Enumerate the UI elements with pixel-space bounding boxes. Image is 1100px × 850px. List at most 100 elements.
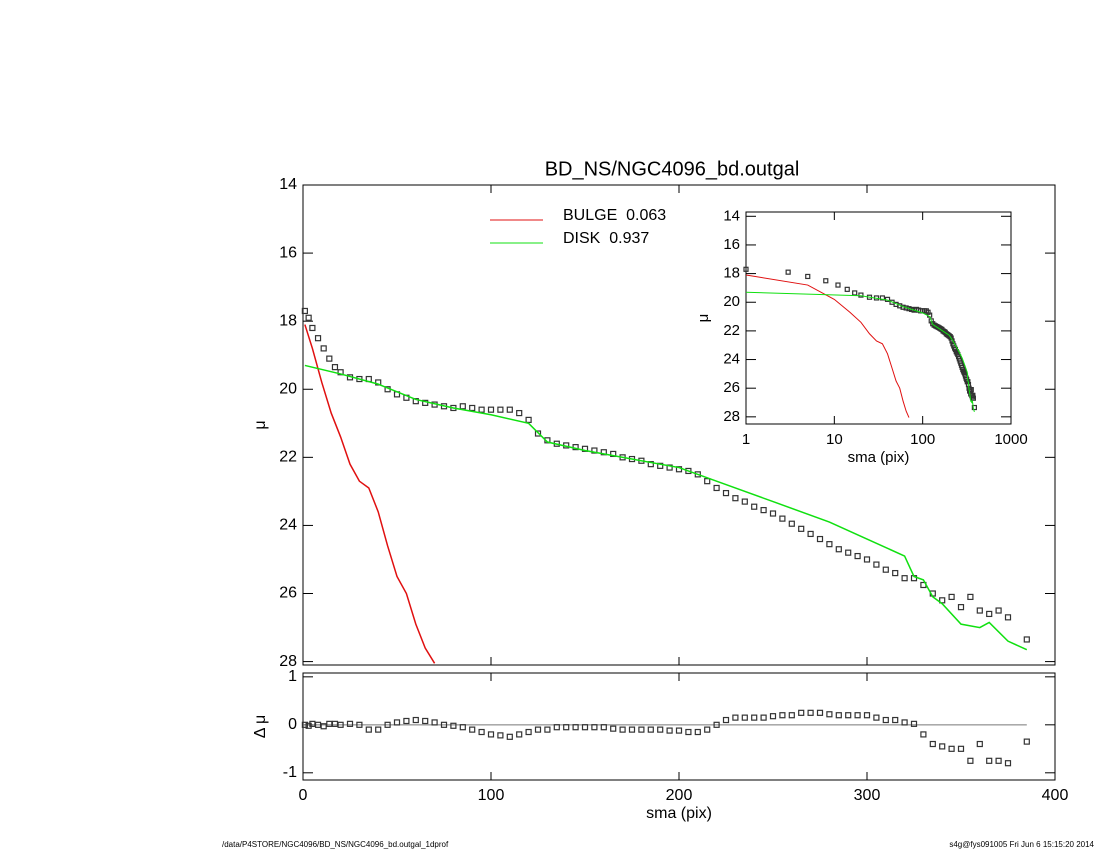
data-point — [901, 575, 908, 582]
data-point — [823, 278, 829, 284]
profile-line — [304, 324, 436, 664]
plot-frame — [745, 211, 1012, 425]
data-point — [666, 464, 673, 471]
x-tick-label: 100 — [478, 787, 505, 804]
data-point — [741, 498, 748, 505]
y-tick-label: 14 — [279, 176, 297, 193]
y-axis-label: Δ μ — [252, 715, 269, 738]
data-point — [516, 409, 523, 417]
y-tick-label: 28 — [279, 653, 297, 670]
data-point — [301, 721, 308, 728]
y-tick-label: 18 — [723, 265, 740, 282]
x-tick-label: 100 — [910, 431, 935, 448]
data-point — [320, 723, 327, 730]
data-point — [525, 728, 532, 736]
data-point — [805, 273, 811, 280]
data-point — [798, 709, 805, 716]
data-point — [948, 593, 955, 601]
data-point — [600, 449, 607, 456]
data-point — [591, 724, 598, 731]
data-point — [948, 745, 955, 752]
data-point — [732, 495, 739, 502]
data-point — [516, 731, 523, 738]
y-tick-label: 16 — [279, 244, 297, 261]
y-tick-label: -1 — [283, 764, 297, 781]
data-point — [375, 726, 382, 733]
y-tick-label: 22 — [723, 322, 740, 339]
y-tick-label: 20 — [279, 380, 297, 397]
data-point — [986, 610, 993, 618]
x-tick-label: 0 — [299, 787, 308, 804]
data-point — [638, 726, 645, 733]
data-point — [816, 709, 824, 716]
data-point — [873, 561, 880, 568]
data-point — [995, 607, 1002, 614]
chart-title: BD_NS/NGC4096_bd.outgal — [545, 158, 800, 180]
data-point — [403, 717, 410, 725]
y-tick-label: 24 — [279, 517, 297, 534]
data-point — [553, 724, 560, 731]
data-point — [647, 726, 654, 733]
data-point — [412, 716, 419, 724]
data-point — [845, 712, 852, 719]
data-point — [970, 395, 976, 401]
data-point — [910, 720, 918, 727]
data-point — [863, 712, 871, 719]
data-point — [384, 721, 391, 728]
footer-stamp: s4g@fys091005 Fri Jun 6 15:15:20 2014 — [949, 840, 1094, 849]
data-point — [572, 724, 579, 731]
data-point — [1023, 636, 1030, 643]
data-point — [798, 525, 805, 532]
data-point — [647, 461, 654, 468]
data-point — [785, 269, 791, 275]
data-point — [469, 726, 476, 733]
data-point — [346, 720, 354, 727]
y-tick-label: 24 — [723, 351, 740, 368]
data-point — [694, 471, 701, 478]
data-point — [610, 450, 617, 458]
data-point — [779, 712, 786, 719]
x-tick-label: 200 — [666, 787, 693, 804]
data-point — [534, 726, 542, 733]
data-point — [835, 712, 842, 719]
data-point — [666, 727, 673, 734]
data-point — [760, 714, 767, 721]
data-point — [301, 307, 308, 315]
data-point — [331, 364, 339, 371]
y-tick-label: 16 — [723, 236, 740, 253]
data-point — [619, 726, 626, 733]
x-tick-label: 1 — [742, 431, 750, 448]
data-point — [788, 520, 795, 527]
data-point — [826, 711, 833, 718]
data-point — [1023, 738, 1030, 745]
data-point — [713, 484, 720, 492]
data-point — [892, 569, 899, 577]
data-point — [469, 404, 476, 412]
plot-frame — [302, 672, 1056, 781]
data-point — [751, 503, 758, 510]
data-point — [760, 507, 767, 514]
data-point — [487, 731, 495, 738]
data-point — [788, 712, 795, 719]
data-point — [320, 345, 327, 352]
data-point — [858, 292, 864, 298]
data-point — [882, 566, 889, 573]
y-tick-label: 26 — [279, 585, 297, 602]
data-point — [337, 369, 344, 376]
data-point — [751, 714, 758, 721]
data-point — [459, 403, 466, 410]
profile-line — [304, 364, 1028, 651]
data-point — [835, 282, 841, 288]
data-point — [459, 724, 466, 731]
data-point — [365, 726, 372, 733]
data-point — [704, 726, 711, 733]
data-point — [591, 447, 598, 454]
data-point — [807, 709, 814, 716]
data-point — [534, 430, 542, 437]
data-point — [1004, 760, 1012, 767]
legend-label: DISK 0.937 — [563, 230, 649, 247]
data-point — [844, 286, 850, 292]
data-point — [845, 549, 852, 556]
x-tick-label: 10 — [826, 431, 843, 448]
